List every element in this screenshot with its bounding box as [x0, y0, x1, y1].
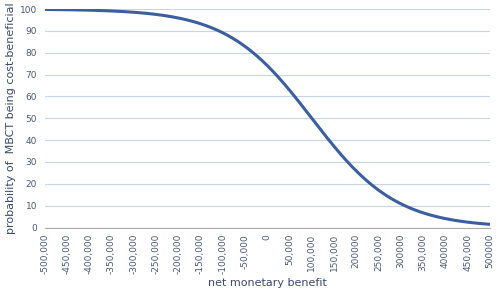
- Y-axis label: probability of  MBCT being cost-beneficial: probability of MBCT being cost-beneficia…: [6, 2, 16, 234]
- X-axis label: net monetary benefit: net monetary benefit: [208, 278, 326, 288]
